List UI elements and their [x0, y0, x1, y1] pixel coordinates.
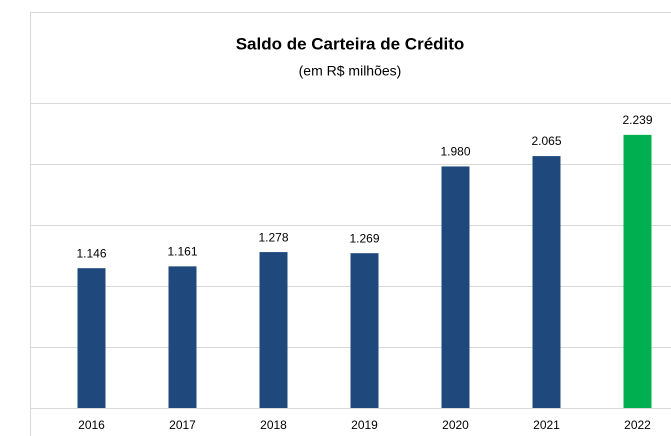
bar: [532, 156, 561, 408]
value-label: 1.161: [167, 245, 197, 259]
bar: [168, 266, 197, 408]
chart-subtitle: (em R$ milhões): [299, 63, 402, 79]
chart-title: Saldo de Carteira de Crédito: [236, 34, 465, 53]
bar: [77, 268, 106, 408]
bar: [259, 252, 288, 408]
x-tick-label: 2017: [169, 418, 196, 432]
value-label: 1.278: [258, 230, 288, 244]
x-tick-label: 2021: [533, 418, 560, 432]
value-label: 2.065: [531, 134, 561, 148]
x-tick-label: 2020: [442, 418, 469, 432]
value-label: 1.146: [76, 246, 106, 260]
value-label: 1.269: [349, 231, 379, 245]
bar: [623, 134, 652, 409]
bar: [350, 253, 379, 408]
bar: [441, 166, 470, 408]
x-tick-label: 2018: [260, 418, 287, 432]
x-tick-label: 2022: [624, 418, 651, 432]
value-label: 2.239: [622, 113, 652, 127]
x-tick-label: 2016: [78, 418, 105, 432]
x-tick-label: 2019: [351, 418, 378, 432]
value-label: 1.980: [440, 145, 470, 159]
